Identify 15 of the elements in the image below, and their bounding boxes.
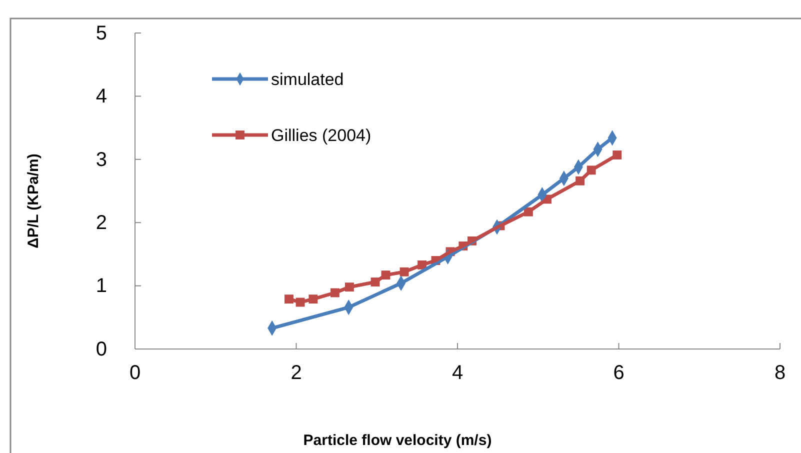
x-tick-label: 0 (129, 362, 141, 384)
y-axis-title: ΔP/L (KPa/m) (25, 154, 42, 248)
legend-label: simulated (271, 70, 344, 89)
x-axis-title: Particle flow velocity (m/s) (303, 432, 492, 449)
y-tick-label: 3 (96, 148, 107, 171)
y-tick-label: 0 (96, 338, 107, 360)
x-tick-label: 6 (613, 362, 624, 384)
legend-label: Gillies (2004) (271, 126, 372, 145)
y-tick-label: 1 (96, 275, 107, 298)
y-tick-label: 4 (96, 86, 107, 108)
x-tick-label: 2 (290, 362, 302, 384)
x-tick-label: 8 (774, 362, 786, 384)
x-tick-label: 4 (452, 362, 464, 384)
y-tick-label: 5 (96, 22, 107, 44)
y-tick-label: 2 (96, 212, 107, 234)
